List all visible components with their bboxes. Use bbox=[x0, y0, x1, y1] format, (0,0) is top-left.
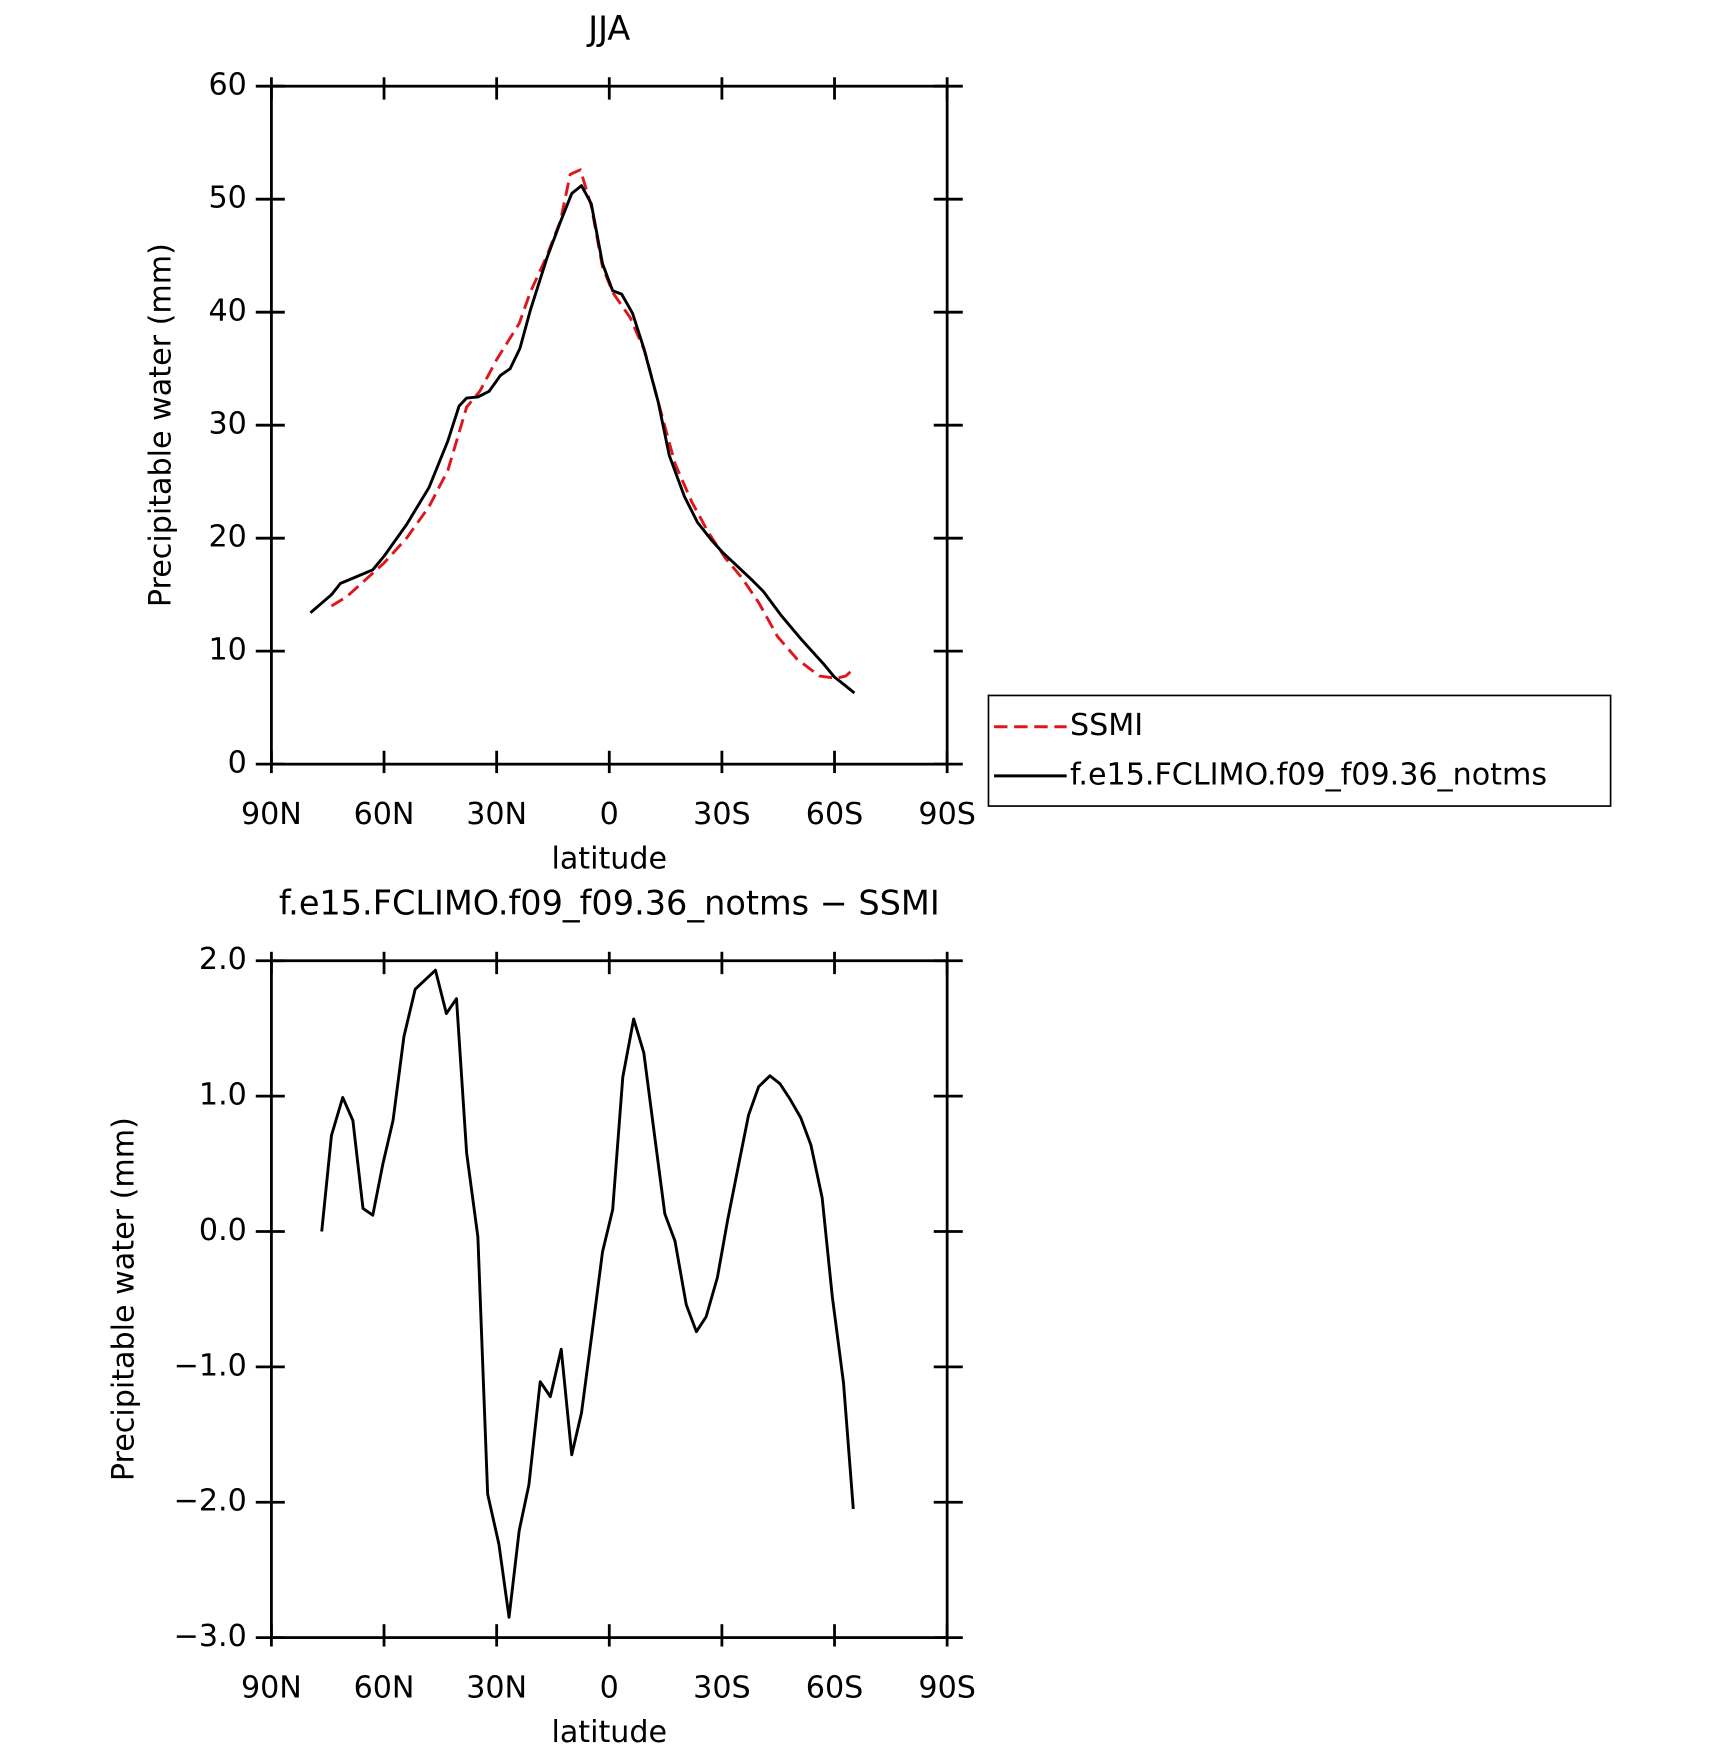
plot-frame bbox=[270, 959, 949, 1639]
x-tick-label: 0 bbox=[600, 797, 619, 832]
x-axis-label: latitude bbox=[551, 1715, 667, 1745]
x-tick-label: 30N bbox=[466, 1670, 527, 1705]
x-tick-label: 90S bbox=[918, 797, 976, 832]
y-tick-label: 10 bbox=[208, 633, 246, 668]
x-tick-label: 60S bbox=[806, 797, 864, 832]
y-tick-label: 20 bbox=[208, 520, 246, 555]
y-tick-label: 30 bbox=[208, 407, 246, 442]
y-tick-label: 40 bbox=[208, 294, 246, 329]
x-tick-label: 90N bbox=[241, 797, 302, 832]
x-tick-label: 30N bbox=[466, 797, 527, 832]
y-tick-label: 1.0 bbox=[199, 1078, 247, 1113]
data-line bbox=[330, 168, 856, 680]
x-tick-label: 90N bbox=[241, 1670, 302, 1705]
x-tick-label: 60N bbox=[354, 797, 415, 832]
x-axis-label: latitude bbox=[551, 842, 667, 877]
x-tick-label: 90S bbox=[918, 1670, 976, 1705]
data-line bbox=[309, 184, 856, 695]
y-tick-label: −3.0 bbox=[174, 1619, 247, 1654]
y-axis-label: Precipitable water (mm) bbox=[143, 243, 178, 607]
y-tick-label: −1.0 bbox=[174, 1348, 247, 1383]
legend-label: f.e15.FCLIMO.f09_f09.36_notms bbox=[1070, 757, 1547, 792]
x-tick-label: 30S bbox=[693, 797, 751, 832]
y-tick-label: 2.0 bbox=[199, 942, 247, 977]
data-line bbox=[320, 968, 855, 1619]
legend-box bbox=[987, 694, 1612, 807]
x-tick-label: 60S bbox=[806, 1670, 864, 1705]
y-tick-label: −2.0 bbox=[174, 1484, 247, 1519]
plot-frame bbox=[270, 84, 949, 766]
y-tick-label: 0 bbox=[228, 746, 247, 781]
x-tick-label: 60N bbox=[354, 1670, 415, 1705]
y-tick-label: 60 bbox=[208, 68, 246, 103]
y-tick-label: 50 bbox=[208, 181, 246, 216]
y-axis-label: Precipitable water (mm) bbox=[107, 1117, 142, 1481]
x-tick-label: 30S bbox=[693, 1670, 751, 1705]
legend-label: SSMI bbox=[1070, 708, 1143, 743]
chart-title: JJA bbox=[586, 9, 630, 48]
y-tick-label: 0.0 bbox=[199, 1213, 247, 1248]
x-tick-label: 0 bbox=[600, 1670, 619, 1705]
chart-title: f.e15.FCLIMO.f09_f09.36_notms − SSMI bbox=[279, 883, 940, 922]
